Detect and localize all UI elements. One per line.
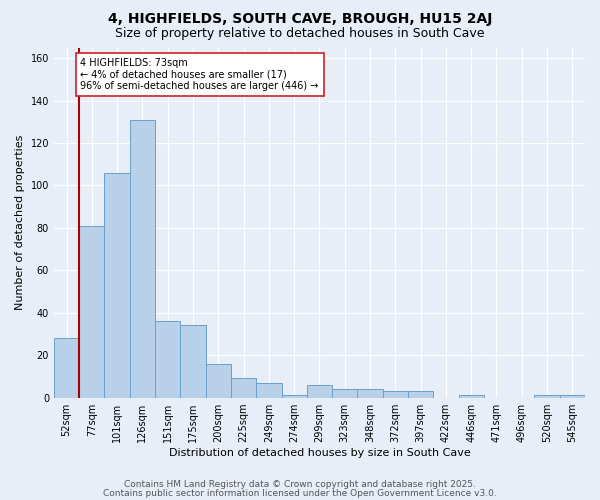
Bar [458,396,484,398]
Bar [358,389,383,398]
Bar [231,378,256,398]
Bar [281,396,307,398]
Bar [104,172,130,398]
Bar [79,226,104,398]
Bar [383,391,408,398]
Text: 4 HIGHFIELDS: 73sqm
← 4% of detached houses are smaller (17)
96% of semi-detache: 4 HIGHFIELDS: 73sqm ← 4% of detached hou… [80,58,319,92]
Bar [535,396,560,398]
Bar [332,389,358,398]
Bar [307,385,332,398]
Bar [181,326,206,398]
Bar [408,391,433,398]
Text: Contains HM Land Registry data © Crown copyright and database right 2025.: Contains HM Land Registry data © Crown c… [124,480,476,489]
Bar [155,321,181,398]
Bar [560,396,585,398]
Bar [206,364,231,398]
Bar [256,382,281,398]
Bar [130,120,155,398]
Bar [54,338,79,398]
Text: Size of property relative to detached houses in South Cave: Size of property relative to detached ho… [115,28,485,40]
X-axis label: Distribution of detached houses by size in South Cave: Distribution of detached houses by size … [169,448,470,458]
Text: Contains public sector information licensed under the Open Government Licence v3: Contains public sector information licen… [103,489,497,498]
Y-axis label: Number of detached properties: Number of detached properties [15,135,25,310]
Text: 4, HIGHFIELDS, SOUTH CAVE, BROUGH, HU15 2AJ: 4, HIGHFIELDS, SOUTH CAVE, BROUGH, HU15 … [108,12,492,26]
